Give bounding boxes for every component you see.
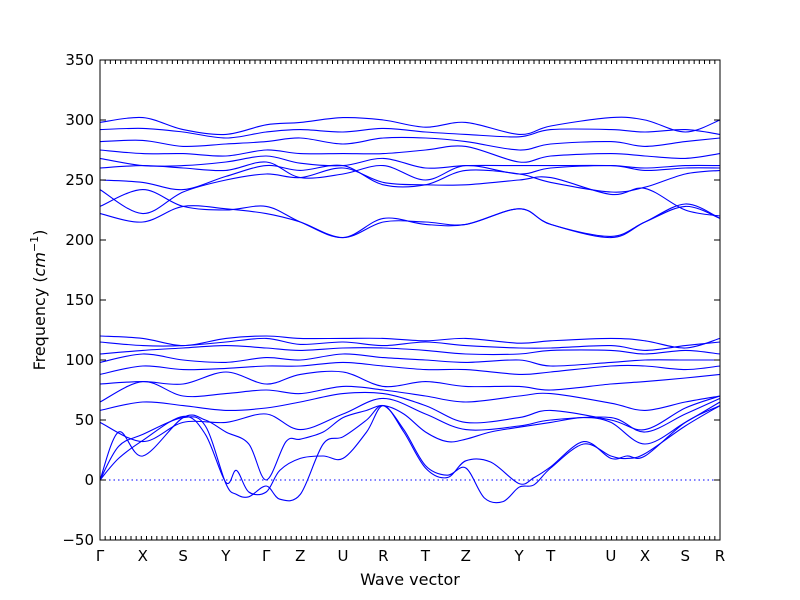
x-axis-label: Wave vector [360, 570, 460, 589]
phonon-band-14 [99, 205, 721, 239]
y-axis-label-unit: cm [30, 252, 49, 276]
x-tick-label: Γ [262, 547, 271, 565]
x-tick-label: S [178, 547, 188, 565]
x-tick-label: U [605, 547, 616, 565]
x-tick-label: T [420, 547, 431, 565]
phonon-band-19 [99, 145, 721, 163]
y-axis-label-text: Frequency ( [30, 276, 49, 370]
phonon-band-13 [99, 189, 721, 239]
y-tick-label: 0 [84, 471, 94, 489]
x-tick-label: Y [514, 547, 525, 565]
x-tick-label: Z [461, 547, 471, 565]
x-tick-label: X [640, 547, 650, 565]
y-tick-label: 50 [75, 411, 94, 429]
phonon-band-22 [99, 116, 721, 136]
x-tick-label: Z [295, 547, 305, 565]
phonon-band-6 [99, 381, 721, 411]
x-tick-label: X [138, 547, 148, 565]
phonon-band-16 [99, 164, 721, 193]
phonon-band-2 [99, 404, 721, 504]
phonon-band-21 [99, 127, 721, 139]
plot-area [99, 116, 721, 504]
phonon-band-7 [99, 370, 721, 391]
phonon-band-17 [99, 161, 721, 181]
x-tick-label: U [338, 547, 349, 565]
x-tick-label: R [378, 547, 388, 565]
phonon-band-5 [99, 391, 721, 431]
y-tick-label: 200 [65, 231, 94, 249]
y-tick-label: 300 [65, 111, 94, 129]
y-tick-label: −50 [62, 531, 94, 549]
phonon-band-8 [99, 361, 721, 376]
y-tick-label: 350 [65, 51, 94, 69]
phonon-band-9 [99, 353, 720, 367]
phonon-band-10 [99, 345, 721, 355]
y-tick-label: 150 [65, 291, 94, 309]
plot-frame [99, 59, 721, 541]
x-tick-label: Y [220, 547, 231, 565]
x-tick-label: Γ [96, 547, 105, 565]
y-axis-label-exponent: −1 [28, 236, 41, 252]
phonon-band-18 [99, 155, 721, 169]
phonon-band-20 [99, 136, 721, 151]
phonon-band-11 [99, 337, 721, 351]
x-tick-label: S [681, 547, 691, 565]
y-tick-label: 100 [65, 351, 94, 369]
y-axis-ticks: −50 0 50 100 150 200 250 300 350 [62, 51, 720, 549]
phonon-band-12 [99, 335, 721, 349]
x-tick-label: T [545, 547, 556, 565]
phonon-band-4 [99, 397, 721, 443]
x-tick-label: R [715, 547, 725, 565]
y-axis-label-close: ) [30, 230, 49, 236]
y-tick-label: 250 [65, 171, 94, 189]
y-axis-label: Frequency (cm−1) [28, 230, 49, 371]
